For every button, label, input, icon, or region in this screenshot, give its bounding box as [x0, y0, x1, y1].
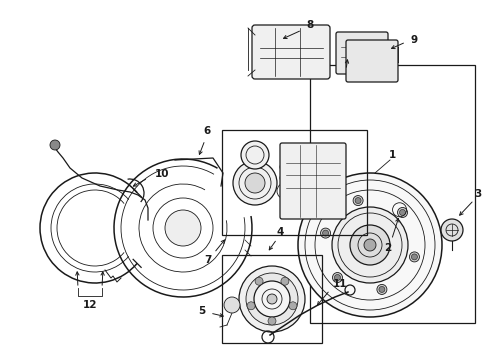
Text: 7: 7 — [204, 255, 211, 265]
Circle shape — [164, 210, 201, 246]
Bar — [309, 65, 474, 323]
Circle shape — [349, 225, 389, 265]
Circle shape — [246, 302, 255, 310]
Circle shape — [378, 287, 384, 292]
Circle shape — [267, 317, 275, 325]
Circle shape — [440, 219, 462, 241]
Circle shape — [399, 210, 405, 216]
Circle shape — [255, 277, 263, 285]
Circle shape — [241, 141, 268, 169]
Circle shape — [332, 273, 342, 283]
Text: 3: 3 — [473, 189, 481, 199]
Bar — [222, 255, 321, 343]
Text: 10: 10 — [154, 169, 169, 179]
Text: 12: 12 — [82, 300, 97, 310]
Text: 1: 1 — [387, 150, 395, 160]
Circle shape — [352, 195, 363, 206]
Circle shape — [224, 297, 240, 313]
Text: 2: 2 — [383, 243, 390, 253]
FancyBboxPatch shape — [335, 32, 387, 74]
Circle shape — [239, 266, 305, 332]
Circle shape — [288, 302, 296, 310]
Text: 8: 8 — [306, 20, 313, 30]
Circle shape — [244, 173, 264, 193]
Circle shape — [397, 207, 407, 217]
Circle shape — [322, 230, 328, 236]
Circle shape — [297, 173, 441, 317]
Circle shape — [410, 254, 417, 260]
Circle shape — [354, 198, 360, 203]
Circle shape — [363, 239, 375, 251]
Circle shape — [253, 281, 289, 317]
Circle shape — [50, 140, 60, 150]
Text: 5: 5 — [198, 306, 205, 316]
Circle shape — [266, 294, 276, 304]
FancyBboxPatch shape — [280, 143, 346, 219]
Circle shape — [408, 252, 419, 262]
Bar — [222, 130, 366, 235]
Text: 11: 11 — [332, 279, 346, 289]
FancyBboxPatch shape — [346, 40, 397, 82]
Circle shape — [232, 161, 276, 205]
Circle shape — [334, 275, 340, 280]
Circle shape — [331, 207, 407, 283]
FancyBboxPatch shape — [251, 25, 329, 79]
Circle shape — [320, 228, 330, 238]
Circle shape — [281, 277, 288, 285]
Text: 4: 4 — [276, 227, 283, 237]
Text: 6: 6 — [203, 126, 210, 136]
Circle shape — [376, 284, 386, 294]
Text: 9: 9 — [409, 35, 417, 45]
Circle shape — [245, 273, 297, 325]
